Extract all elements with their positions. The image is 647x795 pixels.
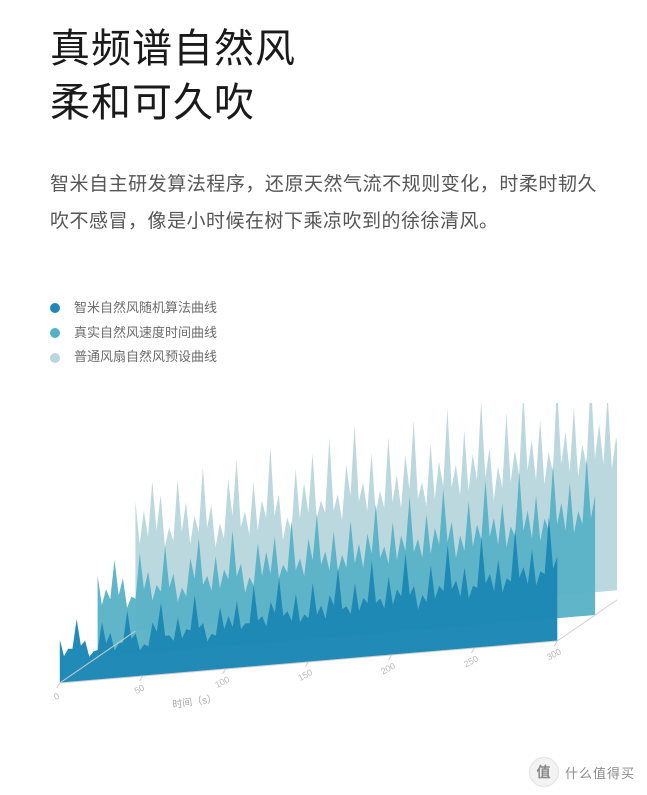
legend-label: 真实自然风速度时间曲线	[74, 321, 217, 346]
legend-label: 普通风扇自然风预设曲线	[74, 345, 217, 370]
svg-text:200: 200	[379, 661, 397, 677]
legend-dot-icon	[50, 328, 60, 338]
svg-text:50: 50	[133, 682, 146, 696]
legend-item: 普通风扇自然风预设曲线	[50, 345, 597, 370]
legend-label: 智米自然风随机算法曲线	[74, 296, 217, 321]
svg-text:300: 300	[545, 646, 563, 662]
watermark-text: 什么值得买	[565, 763, 635, 782]
title-line-1: 真频谱自然风	[50, 27, 296, 71]
watermark-badge-icon: 值	[529, 757, 559, 787]
svg-text:100: 100	[213, 674, 231, 690]
watermark: 值 什么值得买	[529, 757, 635, 787]
legend-dot-icon	[50, 303, 60, 313]
svg-text:250: 250	[462, 654, 480, 670]
legend-item: 智米自然风随机算法曲线	[50, 296, 597, 321]
svg-text:0: 0	[52, 691, 61, 702]
wind-spectrum-chart: 0.61.21.82.4风速（m/s）050100150200250300时间（…	[20, 403, 617, 743]
legend-item: 真实自然风速度时间曲线	[50, 321, 597, 346]
description-text: 智米自主研发算法程序，还原天然气流不规则变化，时柔时韧久吹不感冒，像是小时候在树…	[50, 166, 597, 240]
svg-text:150: 150	[296, 667, 314, 683]
title-line-2: 柔和可久吹	[50, 81, 255, 125]
legend-dot-icon	[50, 353, 60, 363]
svg-text:时间（s）: 时间（s）	[172, 692, 218, 711]
page-title: 真频谱自然风 柔和可久吹	[50, 22, 597, 130]
chart-legend: 智米自然风随机算法曲线真实自然风速度时间曲线普通风扇自然风预设曲线	[50, 296, 597, 370]
